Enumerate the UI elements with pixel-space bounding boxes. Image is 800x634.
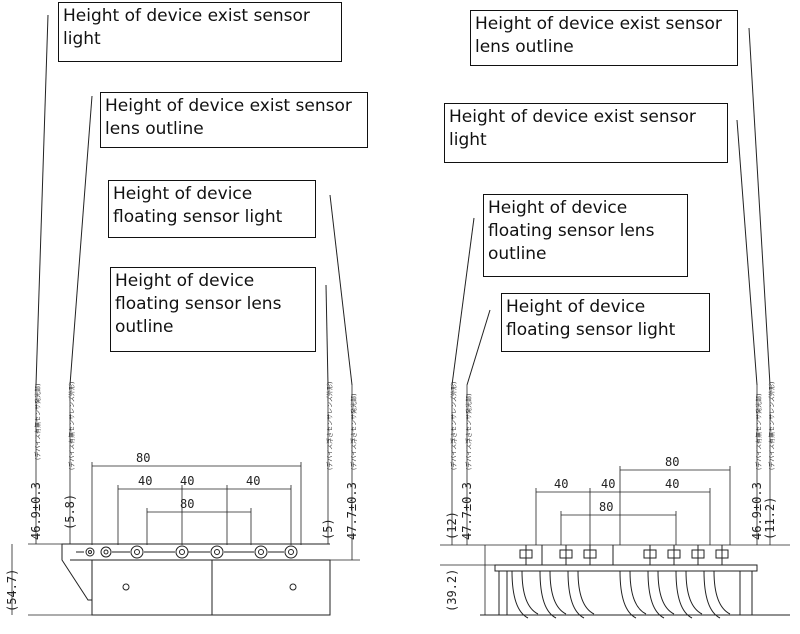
callout-right-float-light: Height of device floating sensor light <box>501 293 710 352</box>
callout-left-float-lens: Height of device floating sensor lens ou… <box>110 267 316 352</box>
dim-right-40-b: 40 <box>601 477 615 491</box>
dim-right-exist-height: 46.9±0.3 <box>750 482 764 540</box>
leader-left-exist-lens <box>69 95 93 386</box>
callout-left-exist-light: Height of device exist sensor light <box>58 2 342 62</box>
leader-right-float-lens <box>451 217 475 386</box>
callout-right-float-lens: Height of device floating sensor lens ou… <box>483 194 688 277</box>
leader-right-exist-light <box>736 119 758 386</box>
leader-left-exist-light <box>35 14 49 386</box>
dim-left-exist-height: 46.9±0.3 <box>29 482 43 540</box>
dim-right-40-c: 40 <box>665 477 679 491</box>
dim-left-exist-lens: (5.8) <box>63 494 77 530</box>
callout-left-exist-lens: Height of device exist sensor lens outli… <box>100 92 368 148</box>
left-dim-lines <box>91 462 302 545</box>
note-left-float-light: (デバイス浮きセンサ発光部) <box>350 393 358 470</box>
dim-right-overall: (39.2) <box>445 569 459 612</box>
dim-left-40-a: 40 <box>138 474 152 488</box>
left-sensor-row <box>76 545 298 559</box>
note-left-float-lens: (デバイス浮きセンサレンズ外形) <box>326 382 334 470</box>
dim-right-top-80: 80 <box>665 455 679 469</box>
note-right-float-lens: (デバイス浮きセンサレンズ外形) <box>450 382 458 470</box>
dim-left-inner-80: 80 <box>180 497 194 511</box>
dim-left-float-lens: (5) <box>321 518 335 540</box>
note-left-exist-lens: (デバイス有無センサレンズ外形) <box>68 382 76 470</box>
dim-right-float-lens: (12) <box>445 511 459 540</box>
note-right-float-light: (デバイス浮きセンサ発光部) <box>465 393 473 470</box>
leader-left-float-lens <box>325 284 329 386</box>
note-right-exist-light: (デバイス有無センサ発光部) <box>755 393 763 470</box>
dim-left-float-height: 47.7±0.3 <box>345 482 359 540</box>
dim-right-float-height: 47.7±0.3 <box>460 482 474 540</box>
dim-right-40-a: 40 <box>554 477 568 491</box>
note-right-exist-lens: (デバイス有無センサレンズ外形) <box>768 382 776 470</box>
note-left-exist-light: (デバイス有無センサ発光部) <box>34 383 42 460</box>
callout-right-exist-light: Height of device exist sensor light <box>444 103 728 163</box>
callout-left-float-light: Height of device floating sensor light <box>108 180 316 238</box>
right-sensor-fingers <box>498 545 753 619</box>
leader-right-exist-lens <box>748 27 771 386</box>
callout-right-exist-lens: Height of device exist sensor lens outli… <box>470 10 738 66</box>
left-body-block <box>91 559 331 616</box>
right-dim-lines <box>535 466 731 545</box>
dim-right-exist-lens: (11.2) <box>763 497 777 540</box>
dim-left-40-b: 40 <box>180 474 194 488</box>
right-base-plate <box>494 564 758 572</box>
dim-right-inner-80: 80 <box>599 500 613 514</box>
dim-left-40-c: 40 <box>246 474 260 488</box>
dim-left-top-80: 80 <box>136 451 150 465</box>
dim-left-overall: (54.7) <box>5 569 19 612</box>
leader-left-float-light <box>329 194 353 386</box>
leader-right-float-light <box>466 309 491 386</box>
